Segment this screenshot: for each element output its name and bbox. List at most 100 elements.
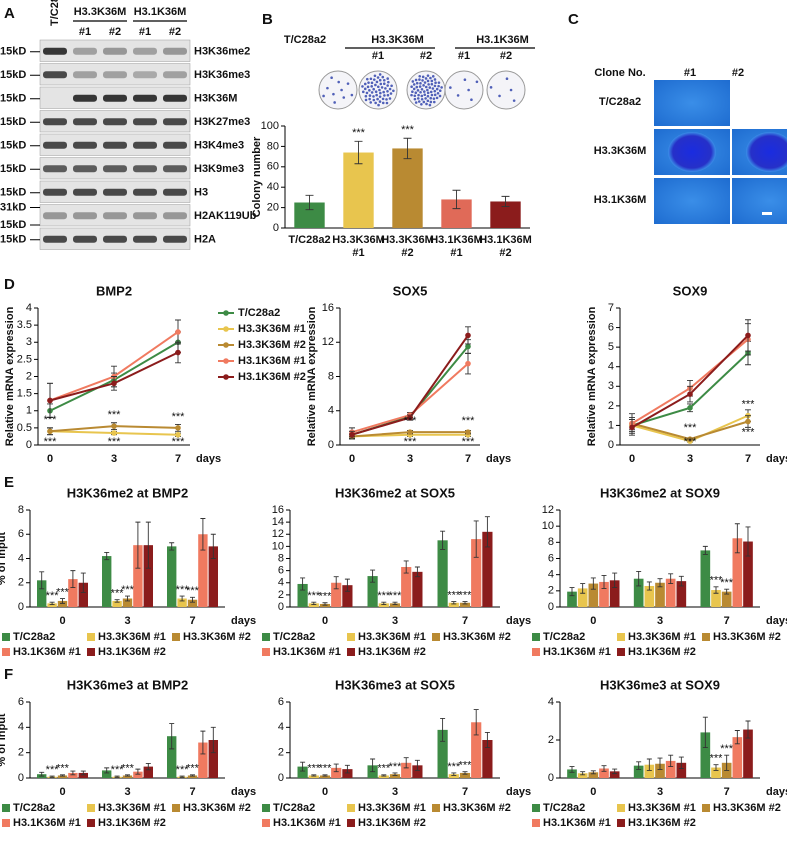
significance: *** <box>459 760 473 772</box>
legend-swatch <box>617 633 625 641</box>
error-bar <box>414 759 420 771</box>
plate-colony <box>505 77 509 81</box>
significance: *** <box>44 436 58 448</box>
significance: *** <box>462 415 476 427</box>
x-tick-label: 7 <box>724 786 730 798</box>
plate-colony <box>340 88 343 92</box>
size-marker: 15kD <box>0 69 26 81</box>
error-bar <box>104 767 110 774</box>
bar <box>609 771 620 778</box>
plate-colony <box>414 101 418 104</box>
significance: *** <box>404 415 418 427</box>
blot-band <box>73 235 97 243</box>
plate-colony <box>426 94 430 98</box>
x-tick-label: 3 <box>657 786 663 798</box>
error-bar <box>713 764 719 771</box>
y-tick-label: 6 <box>18 696 24 708</box>
significance: *** <box>401 124 415 136</box>
bar <box>633 578 644 607</box>
size-marker: 15kD <box>0 116 26 128</box>
x-tick-label: 7 <box>189 615 195 627</box>
x-tick-label: 3 <box>111 453 117 465</box>
x-tick-label: 7 <box>189 786 195 798</box>
plate-colony <box>386 89 389 93</box>
x-axis-label: days <box>506 786 531 798</box>
bar <box>567 769 577 778</box>
y-tick-label: 4 <box>278 721 284 733</box>
error-bar <box>190 774 195 777</box>
error-bar <box>322 602 328 606</box>
y-tick-label: 16 <box>272 504 284 516</box>
error-bar <box>210 533 216 559</box>
y-axis-label: Colony number <box>251 136 263 217</box>
blot-band <box>103 165 127 173</box>
y-tick-label: 14 <box>272 516 284 528</box>
blot-label: H3K36me2 <box>194 46 250 58</box>
plate-colony <box>384 87 387 90</box>
legend-swatch <box>2 648 10 656</box>
blot-band <box>103 118 127 126</box>
bar <box>437 729 448 778</box>
error-bar <box>104 551 110 561</box>
error-bar <box>322 774 328 777</box>
blot-band <box>103 71 127 79</box>
blot-band <box>103 188 127 196</box>
image-row: H3.3K36M <box>594 145 647 157</box>
x-axis-label: days <box>506 615 531 627</box>
plate-colony <box>378 73 382 76</box>
error-bar <box>713 586 719 594</box>
bar <box>187 775 198 778</box>
legend-swatch <box>532 819 540 827</box>
blot-band <box>43 118 67 126</box>
plate-colony <box>416 97 420 100</box>
significance: *** <box>352 127 366 139</box>
plate-colony <box>374 83 377 87</box>
error-bar <box>49 601 55 606</box>
legend-swatch <box>87 819 95 827</box>
x-axis-label: days <box>766 615 787 627</box>
blot-strip <box>39 63 191 86</box>
blot-label: H3K36M <box>194 93 237 105</box>
blot-strip <box>39 39 191 62</box>
plate-colony <box>456 94 460 97</box>
blot-label: H2AK119Ub <box>194 210 257 222</box>
significance: *** <box>307 590 321 602</box>
y-tick-label: 60 <box>267 161 279 173</box>
error-bar <box>381 774 387 777</box>
legend-label: H3.3K36M #2 <box>443 631 511 643</box>
plate-colony <box>378 88 381 92</box>
panel-label: C <box>568 11 579 28</box>
y-tick-label: 3 <box>608 380 614 392</box>
legend-marker <box>223 326 229 332</box>
plate-colony <box>438 94 442 98</box>
plate-colony <box>414 78 418 82</box>
x-axis-label: days <box>196 453 221 465</box>
chart-title: H3K36me2 at SOX9 <box>600 485 720 500</box>
y-tick-label: 4 <box>18 721 24 733</box>
plate-colony <box>378 95 382 98</box>
legend-label: T/C28a2 <box>13 802 55 814</box>
size-marker: 15kD <box>0 187 26 199</box>
legend-swatch <box>617 819 625 827</box>
plate-colony <box>470 98 473 101</box>
significance: *** <box>389 761 403 773</box>
plate-colony <box>381 97 385 101</box>
plate-colony <box>368 94 372 97</box>
x-tick-label: H3.3K36M #2 <box>381 234 434 259</box>
x-axis-label: days <box>766 786 787 798</box>
blot-band <box>133 47 157 55</box>
blot-band <box>43 212 67 220</box>
plate-colony <box>422 84 425 87</box>
error-bar <box>311 601 317 606</box>
bar <box>482 740 493 778</box>
point <box>111 423 117 429</box>
legend-swatch <box>87 804 95 812</box>
bar <box>676 581 687 607</box>
y-tick-label: 6 <box>548 552 554 564</box>
plate-colony <box>322 94 325 98</box>
error-bar <box>145 521 151 569</box>
y-tick-label: 0 <box>328 439 334 451</box>
plate-colony <box>431 75 435 78</box>
blot-band <box>73 188 97 196</box>
bar <box>37 580 47 607</box>
